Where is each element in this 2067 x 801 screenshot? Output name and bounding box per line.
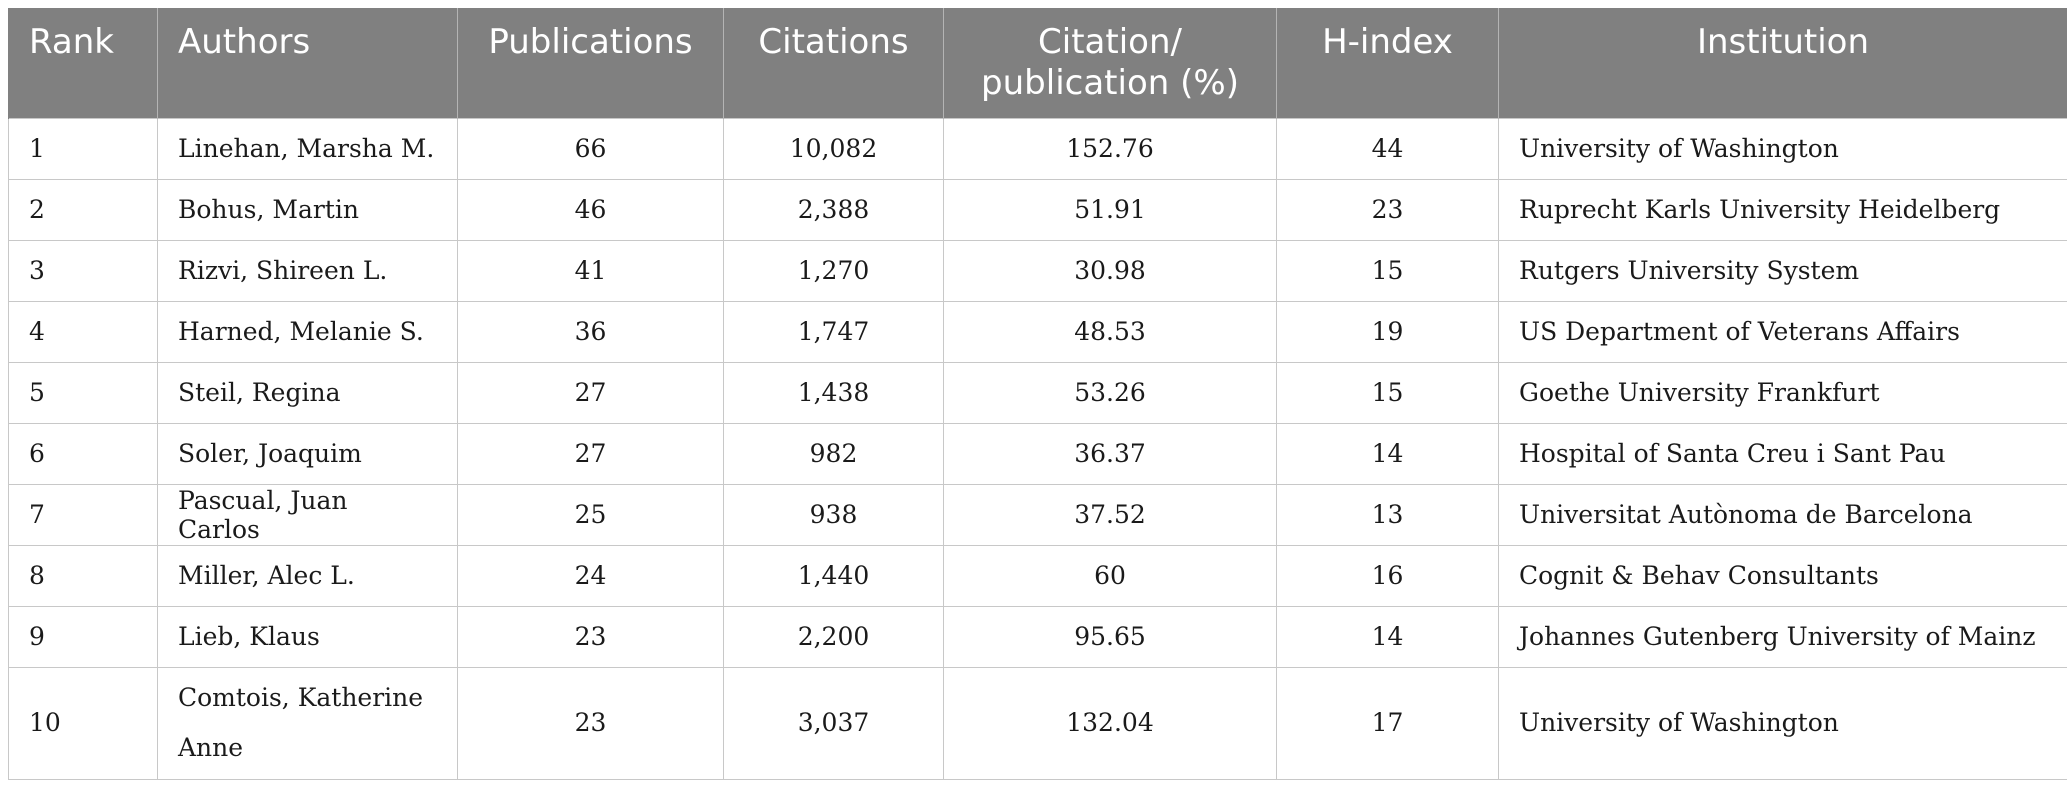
table-row: 10 Comtois, Katherine Anne 23 3,037 132.0… — [8, 666, 2067, 780]
header-h-index: H-index — [1276, 8, 1499, 118]
cell-publications: 27 — [457, 361, 724, 424]
cell-citations: 10,082 — [723, 117, 944, 180]
author-ranking-table-container: Rank Authors Publications Citations Cita… — [8, 8, 2067, 780]
header-institution: Institution — [1498, 8, 2067, 118]
cell-citation-per-publication: 36.37 — [943, 422, 1277, 485]
table-row: 1 Linehan, Marsha M. 66 10,082 152.76 44… — [8, 117, 2067, 180]
cell-h-index: 13 — [1276, 483, 1499, 546]
cell-rank: 1 — [8, 117, 158, 180]
cell-institution: Ruprecht Karls University Heidelberg — [1498, 178, 2067, 241]
cell-rank: 10 — [8, 666, 158, 780]
cell-citations: 1,747 — [723, 300, 944, 363]
cell-author: Linehan, Marsha M. — [157, 117, 458, 180]
cell-institution: Rutgers University System — [1498, 239, 2067, 302]
cell-rank: 9 — [8, 605, 158, 668]
table-header: Rank Authors Publications Citations Cita… — [8, 8, 2067, 118]
cell-h-index: 17 — [1276, 666, 1499, 780]
cell-author: Rizvi, Shireen L. — [157, 239, 458, 302]
cell-institution: Goethe University Frankfurt — [1498, 361, 2067, 424]
cell-citation-per-publication: 53.26 — [943, 361, 1277, 424]
cell-institution: US Department of Veterans Affairs — [1498, 300, 2067, 363]
cell-h-index: 19 — [1276, 300, 1499, 363]
cell-citations: 2,388 — [723, 178, 944, 241]
cell-citations: 3,037 — [723, 666, 944, 780]
cell-rank: 8 — [8, 544, 158, 607]
table-row: 9 Lieb, Klaus 23 2,200 95.65 14 Johannes… — [8, 605, 2067, 668]
cell-rank: 5 — [8, 361, 158, 424]
cell-institution: University of Washington — [1498, 666, 2067, 780]
cell-citation-per-publication: 51.91 — [943, 178, 1277, 241]
cell-citation-per-publication: 60 — [943, 544, 1277, 607]
cell-author: Comtois, Katherine Anne — [157, 666, 458, 780]
cell-citation-per-publication: 95.65 — [943, 605, 1277, 668]
cell-h-index: 23 — [1276, 178, 1499, 241]
cell-rank: 7 — [8, 483, 158, 546]
cell-citation-per-publication: 37.52 — [943, 483, 1277, 546]
cell-author: Harned, Melanie S. — [157, 300, 458, 363]
cell-citations: 1,270 — [723, 239, 944, 302]
table-row: 6 Soler, Joaquim 27 982 36.37 14 Hospita… — [8, 422, 2067, 485]
cell-institution: Johannes Gutenberg University of Mainz — [1498, 605, 2067, 668]
table-row: 7 Pascual, Juan Carlos 25 938 37.52 13 U… — [8, 483, 2067, 546]
cell-institution: University of Washington — [1498, 117, 2067, 180]
table-row: 2 Bohus, Martin 46 2,388 51.91 23 Ruprec… — [8, 178, 2067, 241]
cell-citation-per-publication: 132.04 — [943, 666, 1277, 780]
cell-author: Miller, Alec L. — [157, 544, 458, 607]
header-row: Rank Authors Publications Citations Cita… — [8, 8, 2067, 118]
cell-h-index: 16 — [1276, 544, 1499, 607]
cell-publications: 27 — [457, 422, 724, 485]
cell-author: Pascual, Juan Carlos — [157, 483, 458, 546]
cell-citation-per-publication: 152.76 — [943, 117, 1277, 180]
header-publications: Publications — [457, 8, 724, 118]
cell-rank: 2 — [8, 178, 158, 241]
cell-publications: 66 — [457, 117, 724, 180]
header-rank: Rank — [8, 8, 158, 118]
cell-publications: 46 — [457, 178, 724, 241]
cell-author-line1: Comtois, Katherine — [178, 683, 424, 712]
cell-rank: 3 — [8, 239, 158, 302]
cell-h-index: 44 — [1276, 117, 1499, 180]
cell-publications: 24 — [457, 544, 724, 607]
cell-author-line2: Anne — [178, 733, 244, 762]
cell-citation-per-publication: 48.53 — [943, 300, 1277, 363]
cell-author: Lieb, Klaus — [157, 605, 458, 668]
header-authors: Authors — [157, 8, 458, 118]
cell-h-index: 15 — [1276, 239, 1499, 302]
cell-citations: 982 — [723, 422, 944, 485]
header-citation-per-publication: Citation/publication (%) — [943, 8, 1277, 118]
table-row: 4 Harned, Melanie S. 36 1,747 48.53 19 U… — [8, 300, 2067, 363]
cell-publications: 36 — [457, 300, 724, 363]
table-body: 1 Linehan, Marsha M. 66 10,082 152.76 44… — [8, 117, 2067, 780]
cell-publications: 41 — [457, 239, 724, 302]
header-citation-line2: publication (%) — [981, 63, 1239, 103]
table-row: 5 Steil, Regina 27 1,438 53.26 15 Goethe… — [8, 361, 2067, 424]
cell-publications: 25 — [457, 483, 724, 546]
cell-h-index: 14 — [1276, 605, 1499, 668]
cell-institution: Cognit & Behav Consultants — [1498, 544, 2067, 607]
cell-publications: 23 — [457, 666, 724, 780]
cell-citations: 938 — [723, 483, 944, 546]
cell-h-index: 15 — [1276, 361, 1499, 424]
cell-publications: 23 — [457, 605, 724, 668]
cell-institution: Universitat Autònoma de Barcelona — [1498, 483, 2067, 546]
cell-author: Steil, Regina — [157, 361, 458, 424]
header-citations: Citations — [723, 8, 944, 118]
cell-h-index: 14 — [1276, 422, 1499, 485]
cell-rank: 6 — [8, 422, 158, 485]
cell-author: Soler, Joaquim — [157, 422, 458, 485]
author-ranking-table: Rank Authors Publications Citations Cita… — [8, 8, 2067, 780]
table-row: 3 Rizvi, Shireen L. 41 1,270 30.98 15 Ru… — [8, 239, 2067, 302]
cell-rank: 4 — [8, 300, 158, 363]
cell-citation-per-publication: 30.98 — [943, 239, 1277, 302]
cell-citations: 1,440 — [723, 544, 944, 607]
cell-citations: 2,200 — [723, 605, 944, 668]
cell-author: Bohus, Martin — [157, 178, 458, 241]
header-citation-line1: Citation/ — [1038, 22, 1182, 62]
cell-institution: Hospital of Santa Creu i Sant Pau — [1498, 422, 2067, 485]
table-row: 8 Miller, Alec L. 24 1,440 60 16 Cognit … — [8, 544, 2067, 607]
cell-citations: 1,438 — [723, 361, 944, 424]
